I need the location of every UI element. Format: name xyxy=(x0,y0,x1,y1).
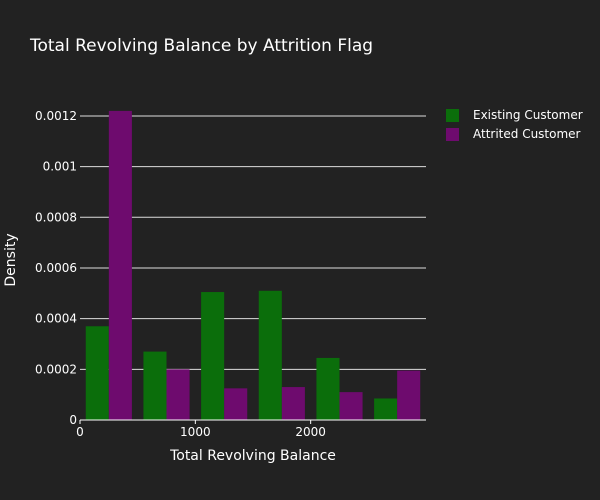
bar-attrited-customer[interactable] xyxy=(108,110,132,421)
y-tick-label: 0.0004 xyxy=(35,312,77,326)
y-tick-label: 0.0002 xyxy=(35,362,77,376)
y-tick-label: 0.0006 xyxy=(35,261,77,275)
bar-existing-customer[interactable] xyxy=(201,292,225,420)
bar-existing-customer[interactable] xyxy=(258,290,282,420)
bar-attrited-customer[interactable] xyxy=(339,392,363,420)
y-axis: 0 0.0002 0.0004 0.0006 0.0008 0.001 0.0012 xyxy=(35,109,77,427)
legend-swatch xyxy=(446,128,459,141)
y-axis-title: Density xyxy=(3,233,19,286)
legend-label: Attrited Customer xyxy=(473,127,581,141)
bar-existing-customer[interactable] xyxy=(316,357,340,420)
x-tick-label: 1000 xyxy=(180,425,211,439)
y-tick-label: 0 xyxy=(69,413,77,427)
bar-attrited-customer[interactable] xyxy=(281,387,305,420)
legend-item[interactable]: Existing Customer xyxy=(446,108,583,122)
x-tick-label: 2000 xyxy=(295,425,326,439)
bar-attrited-customer[interactable] xyxy=(397,370,421,420)
grid-lines xyxy=(80,115,426,370)
y-tick-label: 0.0008 xyxy=(35,210,77,224)
bars xyxy=(85,110,421,421)
x-axis-title: Total Revolving Balance xyxy=(169,448,336,464)
legend-swatch xyxy=(446,109,459,122)
x-axis: 0 1000 2000 xyxy=(76,419,426,439)
legend-label: Existing Customer xyxy=(473,108,583,122)
legend-item[interactable]: Attrited Customer xyxy=(446,127,581,141)
bar-existing-customer[interactable] xyxy=(374,398,398,420)
bar-attrited-customer[interactable] xyxy=(224,388,248,420)
y-tick-label: 0.001 xyxy=(43,160,77,174)
y-tick-label: 0.0012 xyxy=(35,109,77,123)
bar-existing-customer[interactable] xyxy=(143,351,167,420)
bar-existing-customer[interactable] xyxy=(85,326,109,420)
legend[interactable]: Existing Customer Attrited Customer xyxy=(446,108,583,141)
x-tick-label: 0 xyxy=(76,425,84,439)
chart-title: Total Revolving Balance by Attrition Fla… xyxy=(29,36,373,56)
bar-attrited-customer[interactable] xyxy=(166,369,190,420)
